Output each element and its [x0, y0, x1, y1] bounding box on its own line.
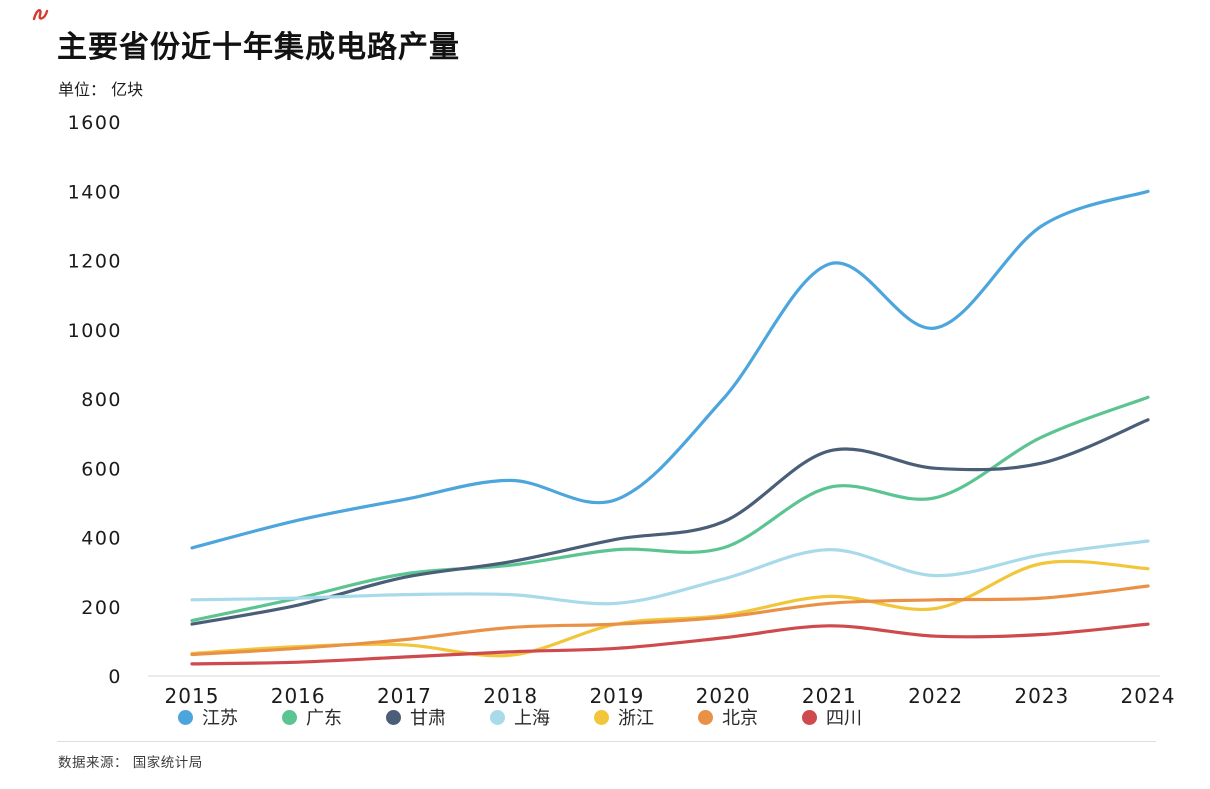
y-axis-label: 200 — [81, 597, 122, 619]
y-axis-label: 0 — [108, 666, 122, 688]
chart-unit-label: 单位： 亿块 — [58, 80, 144, 99]
legend-item-beijing[interactable]: 北京 — [698, 704, 758, 730]
legend-dot-shanghai — [490, 709, 505, 725]
x-axis-label: 2017 — [377, 684, 432, 708]
x-axis-label: 2019 — [589, 684, 644, 708]
legend-item-shanghai[interactable]: 上海 — [490, 704, 550, 730]
series-line-shanghai — [190, 539, 1150, 606]
corner-scribble-mark — [32, 9, 49, 21]
legend-label-guangdong: 广东 — [306, 708, 342, 729]
legend-item-sichuan[interactable]: 四川 — [802, 704, 862, 730]
series-line-jiangsu — [190, 189, 1150, 550]
legend-dot-gansu — [386, 709, 401, 725]
legend-label-gansu: 甘肃 — [410, 708, 446, 729]
legend-label-shanghai: 上海 — [514, 708, 550, 729]
series-line-gansu — [190, 418, 1150, 626]
x-axis-label: 2022 — [908, 684, 963, 708]
footer-divider — [57, 741, 1156, 742]
series-line-zhejiang — [190, 559, 1150, 658]
legend-dot-zhejiang — [594, 709, 609, 725]
chart-legend: 江苏 广东 甘肃 上海 浙江 北京 四川 — [178, 704, 862, 730]
x-axis-label: 2024 — [1121, 684, 1176, 708]
y-axis-label: 400 — [81, 528, 122, 550]
y-axis-label: 600 — [81, 458, 122, 480]
x-axis-label: 2016 — [271, 684, 326, 708]
x-axis-label: 2020 — [696, 684, 751, 708]
legend-label-zhejiang: 浙江 — [618, 708, 654, 729]
legend-item-gansu[interactable]: 甘肃 — [386, 704, 446, 730]
legend-label-sichuan: 四川 — [826, 708, 862, 729]
y-axis-label: 1600 — [68, 112, 122, 134]
legend-label-beijing: 北京 — [722, 708, 758, 729]
legend-dot-jiangsu — [178, 709, 193, 725]
x-axis-label: 2018 — [483, 684, 538, 708]
line-chart-plot: 0 200 400 600 800 1000 1200 1400 1600 2015 2016 201… — [68, 112, 1176, 708]
legend-item-zhejiang[interactable]: 浙江 — [594, 704, 654, 730]
legend-dot-sichuan — [802, 709, 817, 725]
x-axis-label: 2015 — [165, 684, 220, 708]
x-axis-label: 2021 — [802, 684, 857, 708]
y-axis-label: 800 — [81, 389, 122, 411]
y-axis-label: 1000 — [68, 320, 122, 342]
x-axis-label: 2023 — [1014, 684, 1069, 708]
series-line-guangdong — [190, 395, 1150, 623]
series-line-beijing — [190, 584, 1150, 657]
y-axis-label: 1200 — [68, 251, 122, 273]
legend-item-guangdong[interactable]: 广东 — [282, 704, 342, 730]
data-source: 数据来源： 国家统计局 — [58, 755, 203, 771]
legend-dot-beijing — [698, 709, 713, 725]
chart-title: 主要省份近十年集成电路产量 — [57, 30, 460, 65]
legend-label-jiangsu: 江苏 — [202, 708, 238, 729]
legend-item-jiangsu[interactable]: 江苏 — [178, 704, 238, 730]
y-axis-label: 1400 — [68, 181, 122, 203]
series-line-sichuan — [190, 622, 1150, 666]
legend-dot-guangdong — [282, 709, 297, 725]
